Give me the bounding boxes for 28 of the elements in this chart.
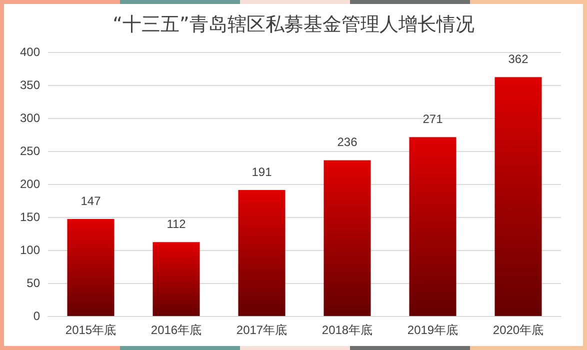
- x-tick-label: 2020年底: [492, 323, 544, 337]
- y-tick-label: 300: [20, 111, 40, 125]
- chart-title: “十三五”青岛辖区私募基金管理人增长情况: [112, 14, 474, 36]
- data-label: 147: [80, 194, 102, 208]
- y-tick-label: 100: [20, 243, 40, 257]
- y-tick-label: 200: [20, 177, 40, 191]
- y-tick-label: 150: [20, 210, 40, 224]
- y-tick-label: 50: [26, 276, 40, 290]
- bar: [238, 190, 286, 316]
- x-tick-label: 2018年底: [322, 323, 373, 337]
- bar: [494, 77, 542, 316]
- x-tick-label: 2016年底: [150, 323, 202, 337]
- x-tick-label: 2019年底: [407, 323, 458, 337]
- data-label: 191: [252, 164, 272, 179]
- bar: [67, 218, 114, 316]
- data-label: 112: [166, 217, 186, 232]
- x-tick-label: 2015年底: [65, 323, 116, 337]
- data-label: 271: [422, 112, 444, 126]
- bar: [409, 137, 456, 316]
- bar: [152, 242, 200, 316]
- y-tick-label: 400: [20, 45, 40, 59]
- x-tick-label: 2017年底: [236, 323, 288, 337]
- y-tick-label: 350: [20, 78, 40, 92]
- data-label: 236: [337, 135, 358, 150]
- bar: [324, 160, 371, 316]
- data-label: 362: [508, 52, 529, 66]
- y-tick-label: 0: [33, 309, 40, 323]
- y-tick-label: 250: [20, 144, 40, 158]
